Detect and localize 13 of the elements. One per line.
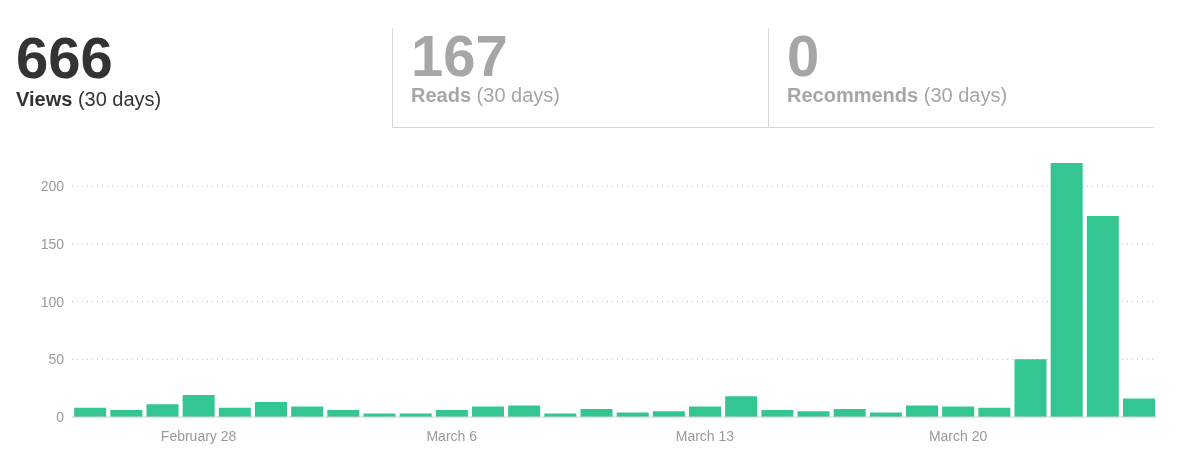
text: Views	[16, 88, 73, 110]
x-tick-label: March 6	[426, 427, 478, 444]
text: 666	[16, 25, 114, 90]
text: (30 days)	[923, 84, 1008, 106]
x-tick-label: March 13	[675, 427, 735, 444]
y-tick-label: 100	[40, 293, 65, 310]
y-tick-label: 0	[56, 408, 65, 425]
x-tick-label: February 28	[160, 427, 237, 444]
y-tick-label: 50	[48, 351, 65, 368]
text: (30 days)	[77, 88, 162, 110]
y-tick-label: 150	[40, 235, 65, 252]
y-tick-label: 200	[40, 178, 65, 195]
x-tick-label: March 20	[928, 427, 988, 444]
